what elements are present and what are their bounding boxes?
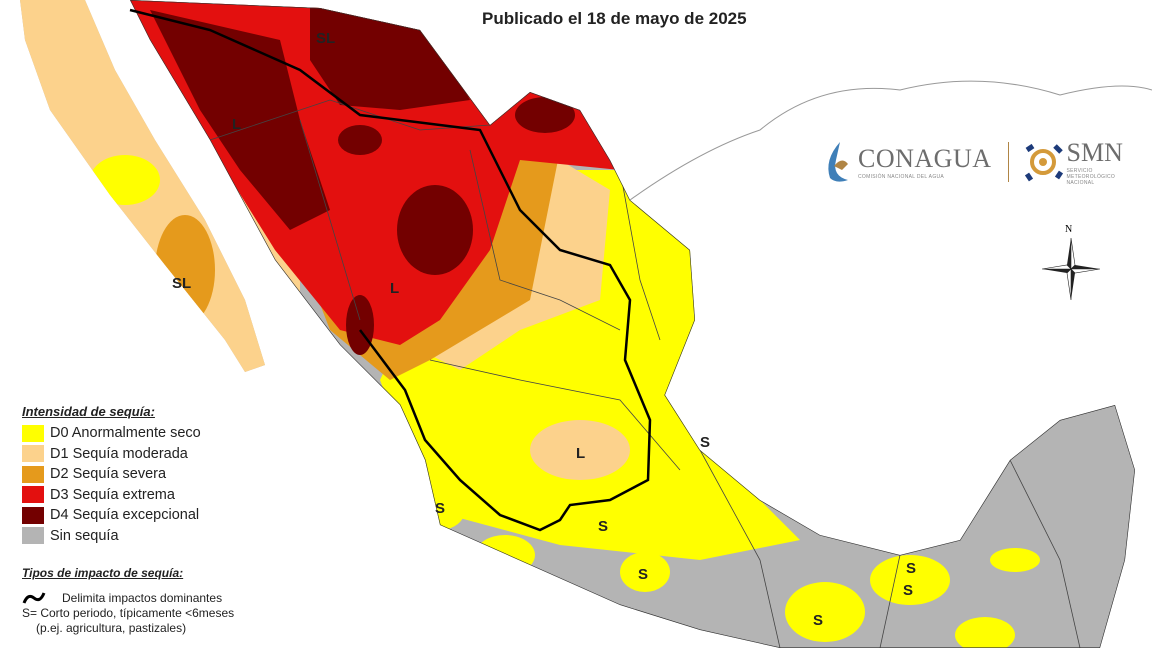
impact-s-examples: (p.ej. agricultura, pastizales) (36, 620, 187, 635)
region-d1-s-3 (620, 552, 670, 592)
legend-swatch (22, 506, 44, 524)
legend-label: D3 Sequía extrema (50, 486, 175, 503)
conagua-name: CONAGUA (858, 144, 992, 173)
publication-date: Publicado el 18 de mayo de 2025 (482, 9, 747, 28)
legend-item-d0: D0 Anormalmente seco (22, 423, 201, 444)
map-label-s: S (598, 518, 609, 535)
gulf-coastline (629, 80, 1152, 201)
region-d4-tamaulipas (515, 97, 575, 133)
legend-intensity: Intensidad de sequía: D0 Anormalmente se… (22, 404, 201, 546)
boundary-line-icon (22, 591, 46, 604)
region-d1-bajio (530, 420, 630, 480)
logo-divider (1007, 142, 1009, 182)
impact-line-item: Delimita impactos dominantes (22, 590, 234, 605)
impact-s-item: S= Corto periodo, típicamente <6meses (22, 605, 235, 620)
region-d4-chihuahua (397, 185, 473, 275)
region-d1-s-4 (785, 582, 865, 642)
legend-swatch (22, 424, 44, 442)
legend-label: D2 Sequía severa (50, 466, 167, 483)
smn-logo-icon (1024, 143, 1063, 182)
map-label-l-chihuahua: L (390, 280, 400, 297)
map-label-s: S (700, 434, 711, 451)
map-label-s: S (903, 582, 914, 599)
region-d4-coast (346, 295, 374, 355)
map-label-l-sonora: L (232, 116, 242, 133)
legend-label: D0 Anormalmente seco (50, 425, 201, 442)
legend-swatch (22, 527, 44, 545)
region-d4-north (310, 0, 470, 110)
legend-title: Intensidad de sequía: (22, 404, 155, 419)
map-label-s: S (906, 560, 917, 577)
compass-north-label: N (1065, 224, 1073, 235)
map-label-sl-baja: SL (172, 275, 192, 292)
smn-name: SMN (1066, 138, 1123, 167)
impact-line-label: Delimita impactos dominantes (62, 590, 223, 605)
legend-item-d4: D4 Sequía excepcional (22, 505, 201, 526)
compass-rose-icon (1042, 238, 1100, 300)
map-label-l-center: L (576, 445, 586, 462)
logos: CONAGUA COMISIÓN NACIONAL DEL AGUA SMN S… (822, 138, 1127, 186)
legend-label: D1 Sequía moderada (50, 445, 188, 462)
impact-boundary-line (129, 8, 652, 532)
legend-item-d2: D2 Sequía severa (22, 464, 201, 485)
smn-subtitle: SERVICIO METEOROLÓGICO NACIONAL (1066, 168, 1116, 186)
region-d4-sonora (150, 10, 330, 230)
region-d1-s-7 (990, 548, 1040, 572)
impact-title: Tipos de impacto de sequía: (22, 566, 184, 580)
map-label-s: S (435, 500, 446, 517)
map-label-sl-north: SL (316, 30, 336, 47)
legend-item-d3: D3 Sequía extrema (22, 485, 201, 506)
region-d1-s-2 (475, 535, 535, 575)
legend-item-d1: D1 Sequía moderada (22, 444, 201, 465)
region-d0-baja (90, 155, 160, 205)
legend-impact: Tipos de impacto de sequía: Delimita imp… (22, 566, 234, 635)
legend-swatch (22, 445, 44, 463)
map-label-s: S (638, 566, 649, 583)
conagua-logo-icon (828, 142, 848, 182)
conagua-subtitle: COMISIÓN NACIONAL DEL AGUA (858, 174, 945, 180)
region-d1-s-5 (870, 555, 950, 605)
legend-swatch (22, 486, 44, 504)
legend-label: Sin sequía (50, 527, 119, 544)
region-d2-baja (155, 215, 215, 325)
legend-item-none: Sin sequía (22, 526, 201, 547)
region-d4-small (338, 125, 382, 155)
map-label-s: S (813, 612, 824, 629)
region-d1-s-6 (955, 617, 1015, 648)
legend-label: D4 Sequía excepcional (50, 507, 200, 524)
legend-swatch (22, 465, 44, 483)
